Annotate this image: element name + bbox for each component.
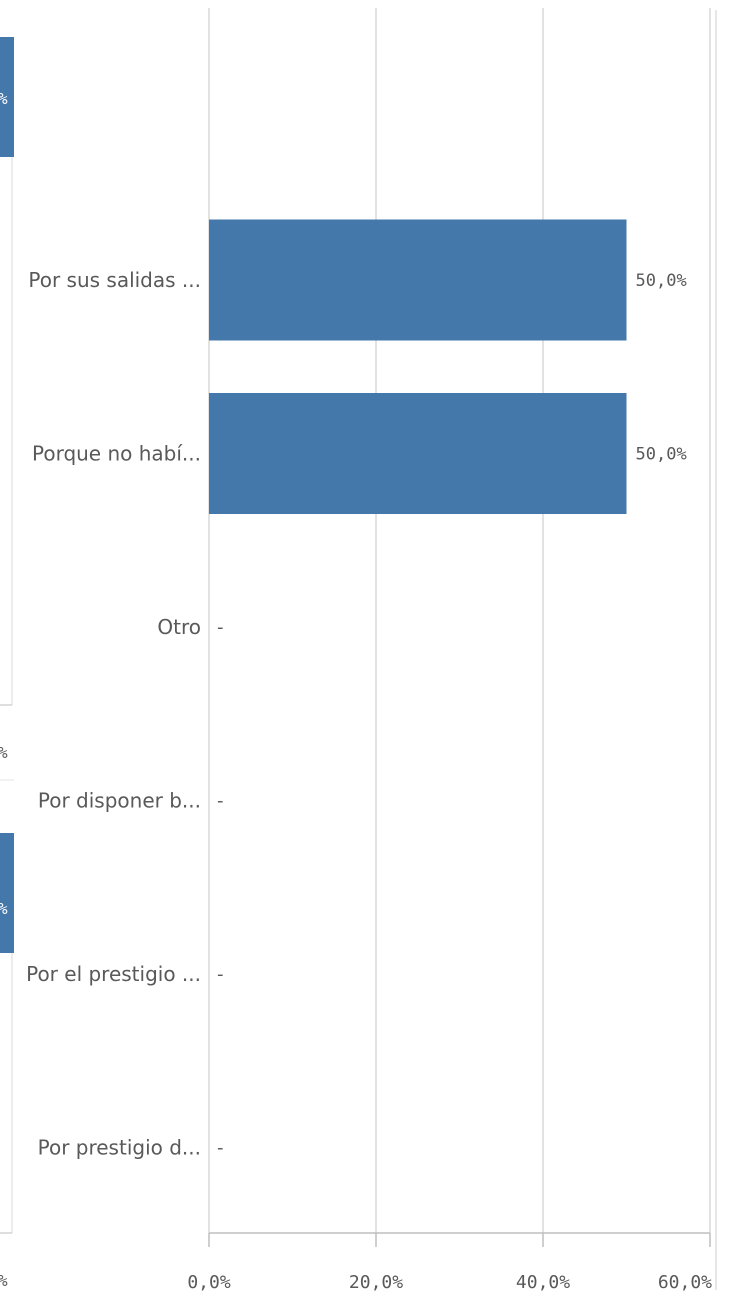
left-bottom-axis-label: % [0,1271,8,1290]
value-label-2: - [217,617,224,638]
left-bottom-bar-label: % [0,899,8,918]
category-label-1: Porque no habí... [32,442,201,466]
left-top-bar-fragment [0,37,14,157]
grid-layer [208,8,711,1233]
value-label-3: - [217,791,224,812]
x-tick-label-2: 40,0% [516,1272,570,1293]
value-label-1: 50,0% [636,445,687,465]
value-label-4: - [217,964,224,985]
axis-layer: 0,0% 20,0% 40,0% 60,0% [187,1232,712,1293]
x-tick-label-0: 0,0% [187,1272,231,1293]
bar-layer [209,219,627,514]
x-tick-label-1: 20,0% [349,1272,403,1293]
category-label-3: Por disponer b... [38,789,201,813]
left-bottom-bar-fragment [0,833,14,953]
category-label-0: Por sus salidas ... [28,268,201,292]
value-label-0: 50,0% [636,271,687,291]
left-top-bar-label: % [0,89,8,108]
left-top-axis-label: % [0,743,8,762]
category-label-4: Por el prestigio ... [26,962,201,986]
x-tick-label-3: 60,0% [658,1272,712,1293]
value-label-5: - [217,1138,224,1159]
label-layer: Por sus salidas ... 50,0% Porque no habí..… [26,268,687,1160]
category-label-5: Por prestigio d... [38,1136,201,1160]
left-panel-fragment: % % % % [0,37,14,1290]
bar-0[interactable] [209,219,627,341]
bar-1[interactable] [209,393,627,514]
category-label-2: Otro [157,615,201,639]
